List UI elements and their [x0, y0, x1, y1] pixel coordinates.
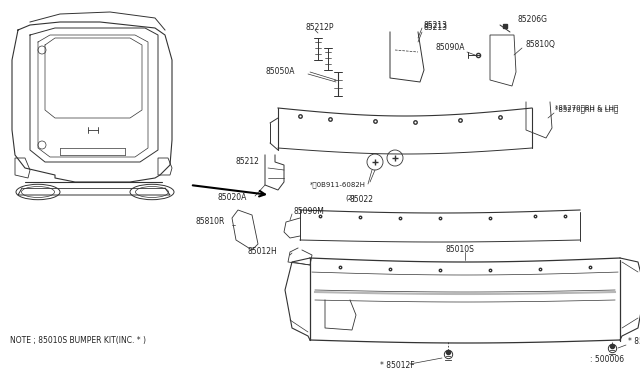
Text: 85213: 85213 — [424, 20, 448, 29]
Text: * 85012F: * 85012F — [380, 362, 415, 371]
Text: *␐0B911-6082H: *␐0B911-6082H — [310, 182, 366, 188]
Text: 85810R: 85810R — [196, 218, 225, 227]
Text: 85090A: 85090A — [435, 44, 465, 52]
Text: 85010S: 85010S — [445, 246, 474, 254]
Text: (2): (2) — [345, 195, 355, 201]
Text: 85212: 85212 — [236, 157, 260, 167]
Text: 85050A: 85050A — [265, 67, 294, 77]
Text: : 500006: : 500006 — [590, 356, 624, 365]
Text: * 85012F: * 85012F — [628, 337, 640, 346]
Text: 85022: 85022 — [350, 196, 374, 205]
Text: *85270（RH & LH）: *85270（RH & LH） — [555, 105, 618, 111]
Text: NOTE ; 85010S BUMPER KIT(INC. * ): NOTE ; 85010S BUMPER KIT(INC. * ) — [10, 336, 146, 344]
Text: *85270〈RH & LH〉: *85270〈RH & LH〉 — [555, 107, 618, 113]
Text: 85206G: 85206G — [518, 16, 548, 25]
Text: 85810Q: 85810Q — [525, 41, 555, 49]
Text: 85020A: 85020A — [218, 193, 248, 202]
Text: 85012H: 85012H — [248, 247, 278, 257]
Text: 85213: 85213 — [424, 23, 448, 32]
Text: 85090M: 85090M — [294, 208, 325, 217]
Text: 85212P: 85212P — [305, 23, 333, 32]
